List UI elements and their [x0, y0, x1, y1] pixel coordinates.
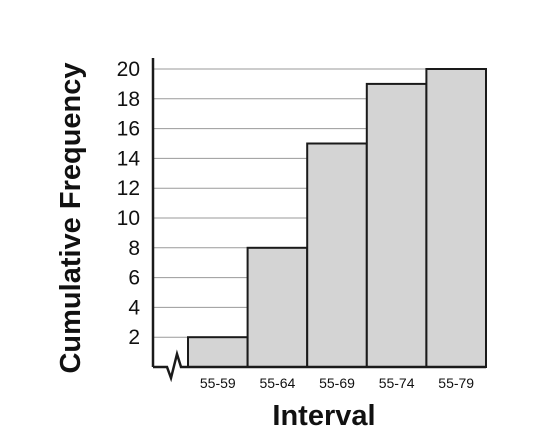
x-tick-label: 55-79: [438, 375, 474, 391]
x-tick-label: 55-64: [259, 375, 295, 391]
y-tick-label: 14: [117, 147, 141, 170]
y-tick-label: 8: [128, 237, 140, 260]
bar-55-59: [187, 336, 249, 369]
bar-55-64: [246, 246, 309, 368]
bar-55-74: [365, 82, 428, 369]
x-axis-line: [153, 349, 486, 383]
x-tick-label: 55-59: [200, 375, 236, 391]
x-axis-title: Interval: [272, 400, 375, 432]
y-tick-label: 18: [117, 88, 140, 111]
x-tick-label: 55-69: [319, 375, 355, 391]
bar-55-69: [306, 142, 368, 368]
y-tick-labels: 2 4 6 8 10 12 14 16 18 20: [117, 58, 141, 349]
y-tick-label: 4: [128, 296, 140, 319]
y-tick-label: 10: [117, 207, 140, 230]
y-tick-label: 16: [117, 118, 140, 141]
x-tick-label: 55-74: [379, 375, 415, 391]
y-tick-label: 2: [128, 326, 140, 349]
y-tick-label: 12: [117, 177, 140, 200]
x-tick-labels: 55-59 55-64 55-69 55-74 55-79: [200, 375, 474, 391]
y-tick-label: 6: [128, 267, 140, 290]
axes: [151, 58, 486, 383]
y-tick-label: 20: [117, 58, 140, 81]
bar-55-79: [425, 68, 487, 368]
y-axis-title: Cumulative Frequency: [55, 62, 87, 373]
